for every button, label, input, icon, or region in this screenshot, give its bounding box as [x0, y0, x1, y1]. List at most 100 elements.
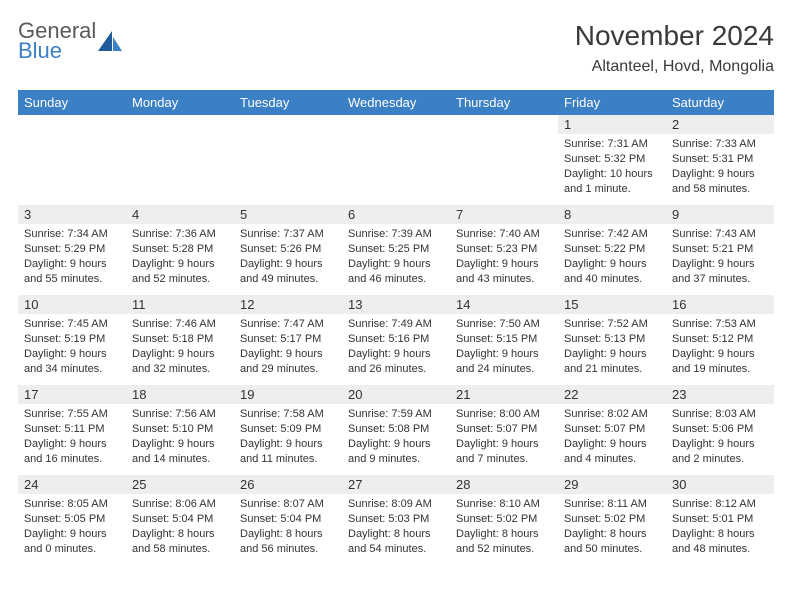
- daylight-text: Daylight: 9 hours and 16 minutes.: [24, 437, 120, 467]
- day-details: Sunrise: 7:52 AMSunset: 5:13 PMDaylight:…: [558, 314, 666, 380]
- calendar-day-cell: 11Sunrise: 7:46 AMSunset: 5:18 PMDayligh…: [126, 295, 234, 385]
- day-details: Sunrise: 7:55 AMSunset: 5:11 PMDaylight:…: [18, 404, 126, 470]
- sunset-text: Sunset: 5:15 PM: [456, 332, 552, 347]
- day-number: 13: [342, 295, 450, 314]
- sunset-text: Sunset: 5:10 PM: [132, 422, 228, 437]
- day-details: Sunrise: 7:58 AMSunset: 5:09 PMDaylight:…: [234, 404, 342, 470]
- calendar-day-cell: 3Sunrise: 7:34 AMSunset: 5:29 PMDaylight…: [18, 205, 126, 295]
- calendar-day-cell: 27Sunrise: 8:09 AMSunset: 5:03 PMDayligh…: [342, 475, 450, 565]
- calendar-day-cell: [126, 115, 234, 205]
- daylight-text: Daylight: 9 hours and 58 minutes.: [672, 167, 768, 197]
- calendar-day-cell: 21Sunrise: 8:00 AMSunset: 5:07 PMDayligh…: [450, 385, 558, 475]
- daylight-text: Daylight: 8 hours and 50 minutes.: [564, 527, 660, 557]
- sunset-text: Sunset: 5:01 PM: [672, 512, 768, 527]
- calendar-day-cell: 28Sunrise: 8:10 AMSunset: 5:02 PMDayligh…: [450, 475, 558, 565]
- day-number: 18: [126, 385, 234, 404]
- sunset-text: Sunset: 5:05 PM: [24, 512, 120, 527]
- calendar-day-cell: [234, 115, 342, 205]
- day-details: Sunrise: 7:31 AMSunset: 5:32 PMDaylight:…: [558, 134, 666, 200]
- calendar-day-cell: 22Sunrise: 8:02 AMSunset: 5:07 PMDayligh…: [558, 385, 666, 475]
- calendar-day-cell: 5Sunrise: 7:37 AMSunset: 5:26 PMDaylight…: [234, 205, 342, 295]
- logo-word2: Blue: [18, 40, 96, 62]
- logo-text: General Blue: [18, 20, 96, 62]
- sunrise-text: Sunrise: 8:07 AM: [240, 497, 336, 512]
- daylight-text: Daylight: 9 hours and 37 minutes.: [672, 257, 768, 287]
- day-details: Sunrise: 8:10 AMSunset: 5:02 PMDaylight:…: [450, 494, 558, 560]
- calendar-week-row: 17Sunrise: 7:55 AMSunset: 5:11 PMDayligh…: [18, 385, 774, 475]
- day-number: 5: [234, 205, 342, 224]
- daylight-text: Daylight: 9 hours and 14 minutes.: [132, 437, 228, 467]
- day-number: 28: [450, 475, 558, 494]
- calendar-day-cell: 23 Sunrise: 8:03 AMSunset: 5:06 PMDayligh…: [666, 385, 774, 475]
- day-number: 9: [666, 205, 774, 224]
- day-header-row: SundayMondayTuesdayWednesdayThursdayFrid…: [18, 90, 774, 115]
- sunset-text: Sunset: 5:09 PM: [240, 422, 336, 437]
- daylight-text: Daylight: 9 hours and 0 minutes.: [24, 527, 120, 557]
- day-number: 30: [666, 475, 774, 494]
- sunset-text: Sunset: 5:29 PM: [24, 242, 120, 257]
- sunset-text: Sunset: 5:04 PM: [240, 512, 336, 527]
- sunrise-text: Sunrise: 8:11 AM: [564, 497, 660, 512]
- daylight-text: Daylight: 9 hours and 2 minutes.: [672, 437, 768, 467]
- sunset-text: Sunset: 5:22 PM: [564, 242, 660, 257]
- sunset-text: Sunset: 5:17 PM: [240, 332, 336, 347]
- calendar-day-cell: 7Sunrise: 7:40 AMSunset: 5:23 PMDaylight…: [450, 205, 558, 295]
- day-number: 21: [450, 385, 558, 404]
- sunrise-text: Sunrise: 7:53 AM: [672, 317, 768, 332]
- day-number: 8: [558, 205, 666, 224]
- day-number: 27: [342, 475, 450, 494]
- day-details: Sunrise: 7:34 AMSunset: 5:29 PMDaylight:…: [18, 224, 126, 290]
- sunrise-text: Sunrise: 7:49 AM: [348, 317, 444, 332]
- sunrise-text: Sunrise: 8:03 AM: [672, 407, 768, 422]
- daylight-text: Daylight: 9 hours and 19 minutes.: [672, 347, 768, 377]
- day-number: 22: [558, 385, 666, 404]
- day-number: 7: [450, 205, 558, 224]
- day-header: Saturday: [666, 90, 774, 115]
- day-number: 12: [234, 295, 342, 314]
- daylight-text: Daylight: 9 hours and 34 minutes.: [24, 347, 120, 377]
- sunset-text: Sunset: 5:21 PM: [672, 242, 768, 257]
- day-header: Monday: [126, 90, 234, 115]
- sunrise-text: Sunrise: 8:00 AM: [456, 407, 552, 422]
- daylight-text: Daylight: 9 hours and 11 minutes.: [240, 437, 336, 467]
- day-details: Sunrise: 7:46 AMSunset: 5:18 PMDaylight:…: [126, 314, 234, 380]
- day-details: Sunrise: 7:45 AMSunset: 5:19 PMDaylight:…: [18, 314, 126, 380]
- calendar-thead: SundayMondayTuesdayWednesdayThursdayFrid…: [18, 90, 774, 115]
- sunrise-text: Sunrise: 7:56 AM: [132, 407, 228, 422]
- daylight-text: Daylight: 9 hours and 4 minutes.: [564, 437, 660, 467]
- day-header: Tuesday: [234, 90, 342, 115]
- page-header: General Blue November 2024 Altanteel, Ho…: [18, 20, 774, 76]
- sunset-text: Sunset: 5:07 PM: [564, 422, 660, 437]
- calendar-day-cell: 18 Sunrise: 7:56 AMSunset: 5:10 PMDayligh…: [126, 385, 234, 475]
- day-header: Friday: [558, 90, 666, 115]
- day-number: 1: [558, 115, 666, 134]
- day-details: Sunrise: 7:49 AMSunset: 5:16 PMDaylight:…: [342, 314, 450, 380]
- day-number: 24: [18, 475, 126, 494]
- daylight-text: Daylight: 8 hours and 58 minutes.: [132, 527, 228, 557]
- daylight-text: Daylight: 8 hours and 56 minutes.: [240, 527, 336, 557]
- sunrise-text: Sunrise: 7:45 AM: [24, 317, 120, 332]
- calendar-day-cell: [450, 115, 558, 205]
- daylight-text: Daylight: 8 hours and 52 minutes.: [456, 527, 552, 557]
- day-number: 19: [234, 385, 342, 404]
- daylight-text: Daylight: 9 hours and 55 minutes.: [24, 257, 120, 287]
- day-details: Sunrise: 8:02 AMSunset: 5:07 PMDaylight:…: [558, 404, 666, 470]
- daylight-text: Daylight: 9 hours and 26 minutes.: [348, 347, 444, 377]
- calendar-week-row: 24Sunrise: 8:05 AMSunset: 5:05 PMDayligh…: [18, 475, 774, 565]
- sunset-text: Sunset: 5:18 PM: [132, 332, 228, 347]
- sunset-text: Sunset: 5:32 PM: [564, 152, 660, 167]
- title-block: November 2024 Altanteel, Hovd, Mongolia: [575, 20, 774, 76]
- day-details: Sunrise: 8:11 AMSunset: 5:02 PMDaylight:…: [558, 494, 666, 560]
- sunset-text: Sunset: 5:06 PM: [672, 422, 768, 437]
- sunset-text: Sunset: 5:13 PM: [564, 332, 660, 347]
- day-number: 23: [666, 385, 774, 404]
- sunrise-text: Sunrise: 7:43 AM: [672, 227, 768, 242]
- day-details: Sunrise: 8:06 AMSunset: 5:04 PMDaylight:…: [126, 494, 234, 560]
- sunrise-text: Sunrise: 7:50 AM: [456, 317, 552, 332]
- day-details: Sunrise: 8:05 AMSunset: 5:05 PMDaylight:…: [18, 494, 126, 560]
- day-number: 2: [666, 115, 774, 134]
- day-details: Sunrise: 7:36 AMSunset: 5:28 PMDaylight:…: [126, 224, 234, 290]
- calendar-day-cell: 6Sunrise: 7:39 AMSunset: 5:25 PMDaylight…: [342, 205, 450, 295]
- day-details: Sunrise: 7:33 AMSunset: 5:31 PMDaylight:…: [666, 134, 774, 200]
- sunrise-text: Sunrise: 7:39 AM: [348, 227, 444, 242]
